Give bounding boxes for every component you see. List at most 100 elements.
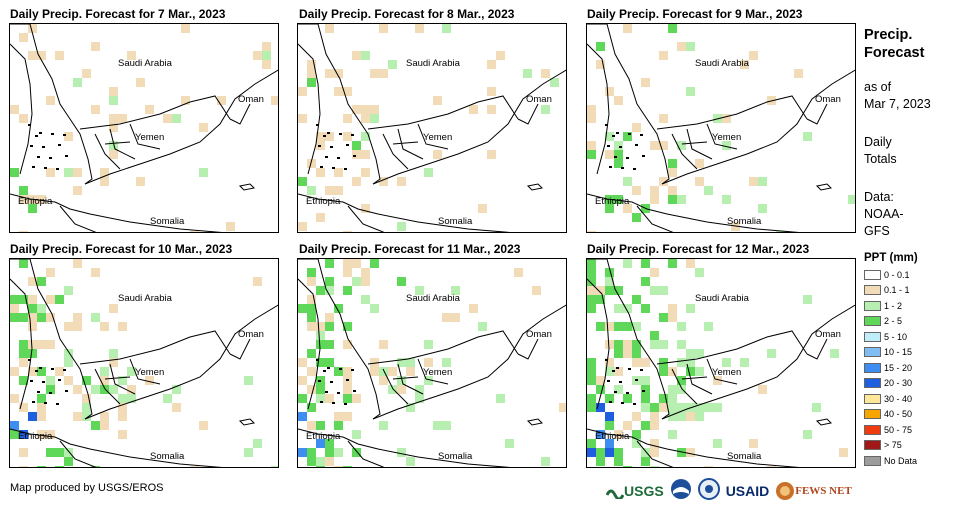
precip-cell bbox=[478, 204, 487, 213]
label-saudi-arabia: Saudi Arabia bbox=[118, 293, 172, 304]
precip-cell bbox=[82, 69, 91, 78]
legend-label: 20 - 30 bbox=[884, 378, 913, 388]
island-mark bbox=[616, 367, 619, 369]
precip-cell bbox=[397, 448, 406, 457]
border-line bbox=[84, 69, 278, 185]
precip-cell bbox=[307, 60, 316, 69]
island-mark bbox=[28, 124, 31, 126]
precip-cell bbox=[64, 358, 73, 367]
precip-cell bbox=[370, 69, 379, 78]
island-mark bbox=[626, 392, 629, 394]
island-mark bbox=[56, 168, 59, 170]
precip-cell bbox=[839, 448, 848, 457]
precip-cell bbox=[64, 168, 73, 177]
precip-cell bbox=[686, 349, 695, 358]
precip-cell bbox=[145, 376, 154, 385]
precip-cell bbox=[641, 448, 650, 457]
precip-cell bbox=[415, 24, 424, 33]
precip-cell bbox=[91, 42, 100, 51]
precip-cell bbox=[514, 268, 523, 277]
border-line bbox=[517, 338, 539, 360]
precip-cell bbox=[28, 313, 37, 322]
precip-cell bbox=[262, 60, 271, 69]
precip-cell bbox=[442, 358, 451, 367]
precip-cell bbox=[199, 123, 208, 132]
precip-cell bbox=[118, 322, 127, 331]
precip-cell bbox=[749, 439, 758, 448]
precip-cell bbox=[46, 376, 55, 385]
precip-cell bbox=[614, 150, 623, 159]
precip-cell bbox=[632, 349, 641, 358]
label-oman: Oman bbox=[526, 94, 552, 105]
precip-cell bbox=[73, 385, 82, 394]
precip-layer bbox=[10, 24, 278, 232]
island-mark bbox=[35, 135, 38, 137]
border-line bbox=[10, 428, 223, 467]
precip-cell bbox=[325, 322, 334, 331]
precip-cell bbox=[605, 286, 614, 295]
precip-cell bbox=[641, 277, 650, 286]
legend-item: 30 - 40 bbox=[864, 392, 912, 405]
precip-cell bbox=[352, 259, 361, 268]
precip-cell bbox=[10, 394, 19, 403]
island-mark bbox=[346, 144, 349, 146]
precip-cell bbox=[361, 268, 370, 277]
precip-cell bbox=[19, 259, 28, 268]
precip-cell bbox=[415, 394, 424, 403]
country-borders bbox=[587, 24, 855, 232]
precip-cell bbox=[469, 105, 478, 114]
label-somalia: Somalia bbox=[438, 216, 473, 227]
precip-cell bbox=[352, 430, 361, 439]
precip-cell bbox=[587, 295, 596, 304]
precip-cell bbox=[343, 367, 352, 376]
precip-cell bbox=[307, 349, 316, 358]
island-mark bbox=[607, 145, 610, 147]
precip-cell bbox=[623, 204, 632, 213]
precip-cell bbox=[136, 177, 145, 186]
label-oman: Oman bbox=[238, 94, 264, 105]
precip-cell bbox=[172, 385, 181, 394]
map-panel-5: Saudi Arabia Oman Yemen Ethiopia Somalia bbox=[297, 258, 567, 468]
island-mark bbox=[332, 402, 335, 404]
precip-cell bbox=[596, 376, 605, 385]
precip-cell bbox=[704, 186, 713, 195]
precip-cell bbox=[370, 105, 379, 114]
noaa-logo bbox=[670, 478, 692, 505]
island-mark bbox=[337, 392, 340, 394]
precip-cell bbox=[91, 421, 100, 430]
precip-cell bbox=[686, 304, 695, 313]
island-mark bbox=[330, 381, 333, 383]
precip-cell bbox=[650, 466, 659, 467]
island-mark bbox=[640, 369, 643, 371]
precip-cell bbox=[118, 114, 127, 123]
precip-cell bbox=[587, 358, 596, 367]
precip-cell bbox=[10, 421, 19, 430]
precip-cell bbox=[217, 96, 226, 105]
precip-cell bbox=[100, 168, 109, 177]
precip-cell bbox=[659, 51, 668, 60]
precip-cell bbox=[361, 295, 370, 304]
precip-cell bbox=[587, 259, 596, 268]
precip-cell bbox=[136, 78, 145, 87]
precip-cell bbox=[307, 159, 316, 168]
legend-label: 15 - 20 bbox=[884, 362, 913, 373]
precip-cell bbox=[623, 177, 632, 186]
precip-cell bbox=[46, 168, 55, 177]
precip-cell bbox=[343, 340, 352, 349]
precip-cell bbox=[605, 277, 614, 286]
border-line bbox=[517, 103, 539, 125]
precip-cell bbox=[352, 177, 361, 186]
precip-cell bbox=[343, 87, 352, 96]
border-line bbox=[59, 440, 97, 467]
precip-cell bbox=[109, 141, 118, 150]
border-line bbox=[238, 418, 256, 426]
precip-cell bbox=[659, 403, 668, 412]
legend-swatch bbox=[864, 409, 881, 419]
precip-cell bbox=[325, 358, 334, 367]
precip-cell bbox=[686, 448, 695, 457]
precip-cell bbox=[388, 367, 397, 376]
precip-cell bbox=[334, 168, 343, 177]
precip-cell bbox=[722, 141, 731, 150]
label-oman: Oman bbox=[815, 94, 841, 105]
border-line bbox=[382, 358, 449, 405]
